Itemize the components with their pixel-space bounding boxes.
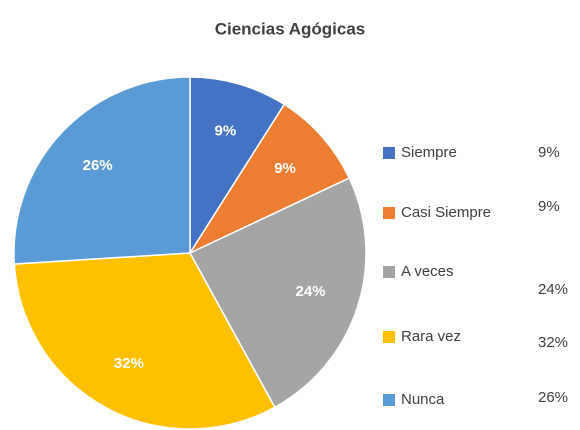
legend-label: Nunca xyxy=(401,391,445,408)
legend-swatch xyxy=(383,394,395,406)
data-label: 32% xyxy=(114,355,144,372)
pie-slice xyxy=(13,76,191,265)
side-percent: 24% xyxy=(538,281,568,298)
pie-slice xyxy=(13,252,276,430)
legend-swatch xyxy=(383,147,395,159)
legend-label: A veces xyxy=(401,263,454,280)
pie-slice xyxy=(189,76,286,256)
legend-label: Casi Siempre xyxy=(401,204,491,221)
data-label: 9% xyxy=(274,160,296,177)
side-percent: 32% xyxy=(538,334,568,351)
side-percent: 9% xyxy=(538,198,560,215)
data-label: 24% xyxy=(296,283,326,300)
legend-swatch xyxy=(383,331,395,343)
side-percent: 9% xyxy=(538,144,560,161)
legend-swatch xyxy=(383,266,395,278)
legend-label: Rara vez xyxy=(401,328,461,345)
legend-swatch xyxy=(383,207,395,219)
side-percent: 26% xyxy=(538,389,568,406)
data-label: 26% xyxy=(83,157,113,174)
chart-title: Ciencias Agógicas xyxy=(215,19,366,38)
legend-label: Siempre xyxy=(401,144,457,161)
pie-slice xyxy=(187,103,351,255)
pie-slice xyxy=(188,177,367,409)
data-label: 9% xyxy=(215,122,237,139)
